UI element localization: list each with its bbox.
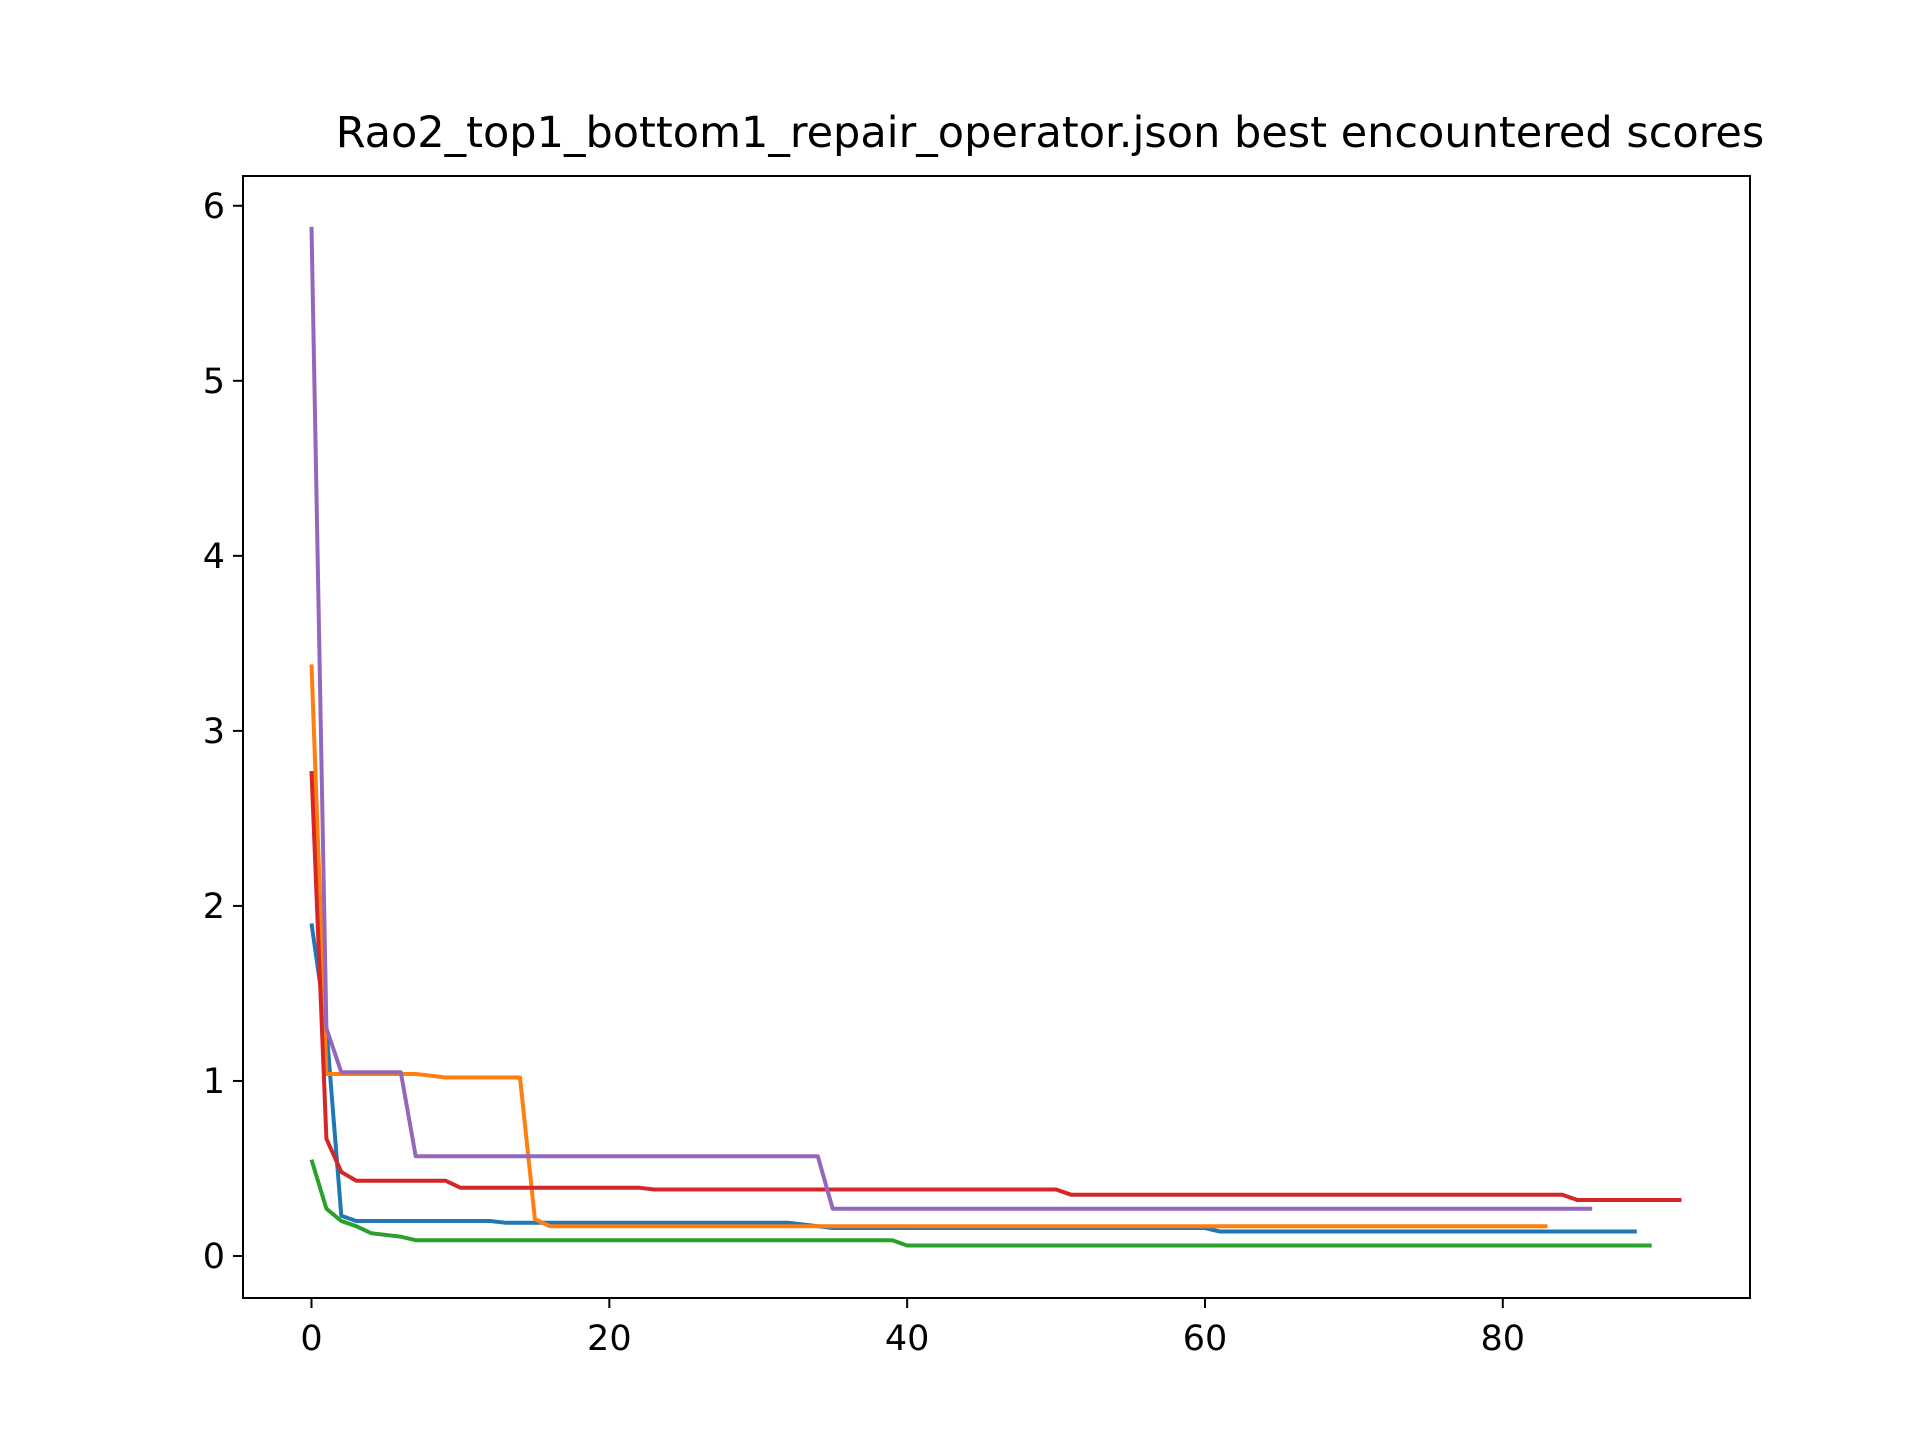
- series-line-5: [309, 226, 1593, 1211]
- y-tick-label: 0: [203, 1237, 225, 1277]
- y-tick-label: 5: [203, 362, 225, 402]
- x-tick-label: 20: [587, 1319, 632, 1359]
- y-tick-label: 3: [203, 712, 225, 752]
- y-tick-label: 2: [203, 887, 225, 927]
- plot-frame: [242, 175, 1751, 1299]
- y-tick-label: 4: [203, 537, 225, 577]
- y-axis: 0 1 2 3 4 5 6: [203, 187, 243, 1277]
- series-line-3: [309, 1159, 1652, 1248]
- x-tick-label: 80: [1481, 1319, 1526, 1359]
- y-tick-label: 6: [203, 187, 225, 227]
- x-tick-label: 40: [885, 1319, 930, 1359]
- chart-title: Rao2_top1_bottom1_repair_operator.json b…: [336, 108, 1765, 158]
- x-tick-label: 60: [1183, 1319, 1228, 1359]
- x-axis: 0 20 40 60 80: [300, 1298, 1525, 1359]
- y-tick-label: 1: [203, 1062, 225, 1102]
- series-line-4: [309, 771, 1682, 1202]
- x-tick-label: 0: [300, 1319, 322, 1359]
- series-layer: [309, 226, 1682, 1248]
